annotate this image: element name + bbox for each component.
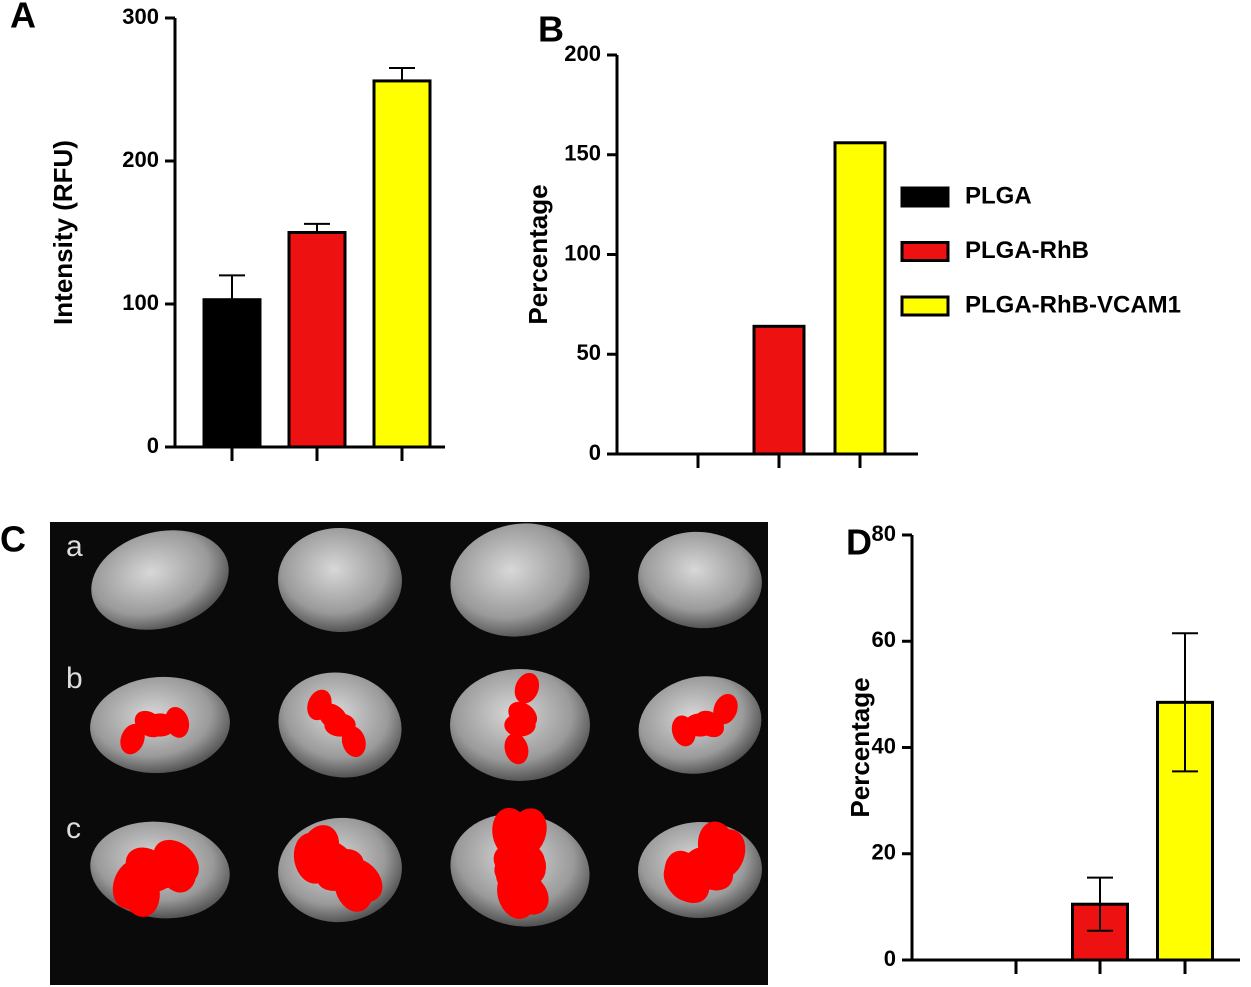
bar — [752, 324, 806, 456]
y-tick-label: 20 — [872, 840, 896, 865]
error-bar — [1172, 632, 1198, 773]
heart-images — [90, 523, 762, 927]
signal-region — [120, 723, 145, 755]
legend-swatch — [900, 295, 950, 317]
bar — [287, 231, 347, 449]
y-tick-label: 0 — [589, 440, 601, 465]
y-tick-label: 300 — [122, 4, 159, 29]
signal-region — [663, 858, 710, 904]
signal-region — [336, 857, 383, 903]
bar — [833, 141, 887, 456]
bar — [1156, 700, 1214, 962]
y-tick-label: 200 — [122, 147, 159, 172]
legend-label: PLGA — [965, 182, 1032, 209]
signal-region — [341, 726, 366, 758]
error-bar — [304, 222, 330, 233]
signal-region — [713, 693, 738, 725]
signal-region — [514, 672, 540, 704]
row-label: b — [66, 662, 83, 695]
row-label: a — [66, 530, 83, 563]
signal-region — [503, 870, 549, 915]
error-bar — [1087, 876, 1113, 932]
y-tick-label: 100 — [122, 290, 159, 315]
signal-region — [121, 866, 160, 917]
legend-swatch — [900, 241, 950, 262]
y-tick-label: 200 — [564, 41, 601, 66]
legend-label: PLGA-RhB — [965, 237, 1089, 264]
row-label: c — [66, 812, 81, 845]
signal-region — [671, 715, 696, 747]
heart-image — [278, 527, 402, 633]
y-tick-label: 40 — [872, 733, 896, 758]
y-tick-label: 50 — [577, 340, 601, 365]
y-axis-label: Intensity (RFU) — [48, 140, 78, 325]
signal-region — [492, 807, 531, 859]
y-tick-label: 150 — [564, 141, 601, 166]
signal-region — [697, 821, 737, 873]
bar — [202, 298, 262, 449]
y-axis-label: Percentage — [845, 677, 875, 817]
heart-image — [91, 530, 229, 630]
signal-region — [293, 832, 333, 884]
panel-label: C — [0, 519, 26, 560]
panel-label: D — [846, 522, 872, 563]
error-bar — [389, 67, 415, 81]
error-bar — [219, 274, 245, 300]
panel-label: A — [10, 0, 36, 36]
heart-image — [450, 523, 590, 637]
y-tick-label: 100 — [564, 240, 601, 265]
legend-label: PLGA-RhB-VCAM1 — [965, 291, 1181, 318]
y-tick-label: 0 — [884, 946, 896, 971]
signal-region — [307, 689, 332, 721]
y-tick-label: 80 — [872, 521, 896, 546]
signal-region — [504, 733, 529, 765]
y-tick-label: 60 — [872, 627, 896, 652]
y-axis-label: Percentage — [523, 184, 553, 324]
legend-swatch — [900, 186, 950, 208]
signal-region — [508, 701, 538, 729]
y-tick-label: 0 — [147, 433, 159, 458]
heart-image — [638, 531, 762, 629]
bar — [372, 79, 432, 449]
signal-region — [165, 706, 190, 738]
signal-region — [153, 839, 199, 885]
panel-label: B — [538, 9, 564, 50]
